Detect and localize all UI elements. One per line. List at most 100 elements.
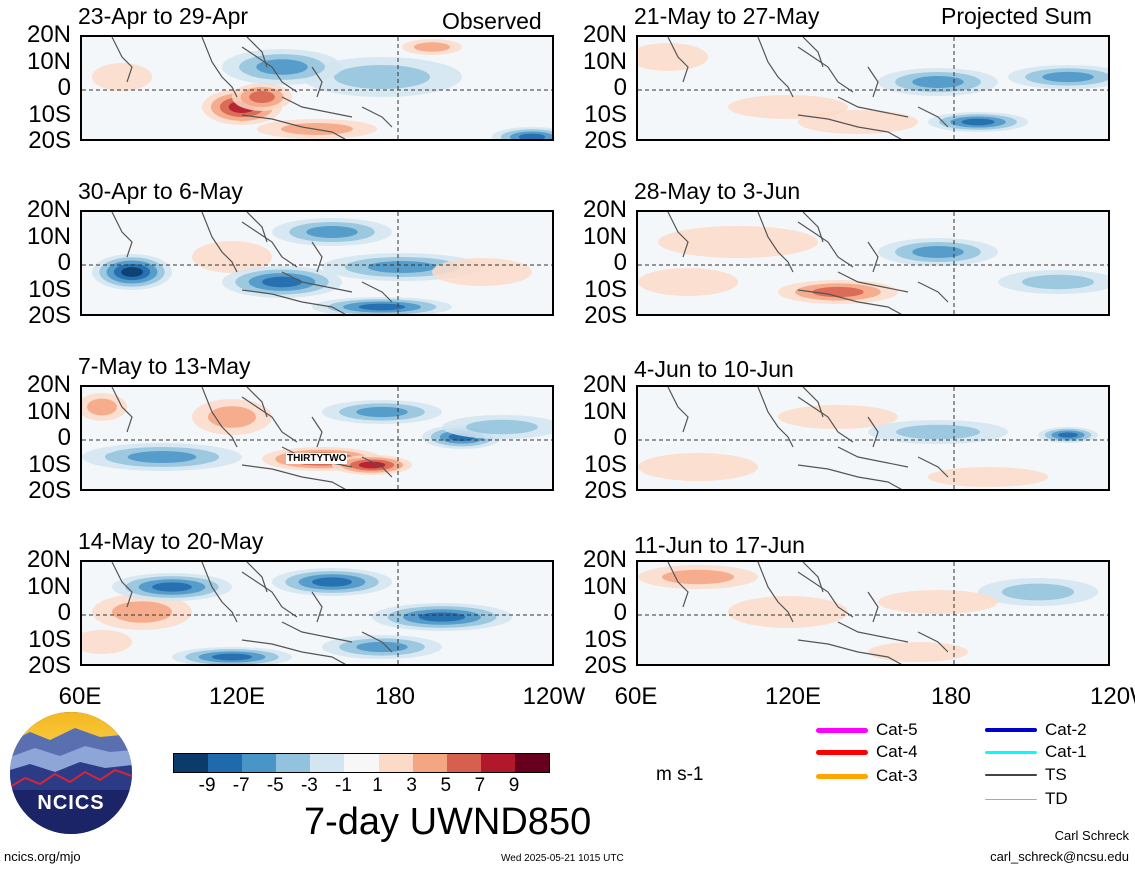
legend-ts: TS	[985, 765, 1067, 785]
colorbar-cell	[242, 754, 277, 772]
legend-label: Cat-1	[1045, 742, 1087, 761]
lat-label: 20N	[582, 546, 627, 573]
lat-label: 10S	[584, 625, 627, 653]
storm-label: THIRTYTWO	[286, 453, 348, 464]
colorbar-tick: 5	[440, 775, 452, 796]
legend-swatch	[985, 750, 1037, 754]
colorbar-cell	[174, 754, 209, 772]
lat-label: 10N	[26, 397, 71, 425]
lon-label-right-120w: 120W	[1090, 685, 1135, 709]
lat-label: 10N	[26, 222, 71, 250]
map-panel-left-2	[80, 210, 554, 316]
colorbar-tick: 3	[406, 775, 417, 796]
lon-label-right-120e: 120E	[764, 683, 822, 710]
legend-swatch	[985, 798, 1037, 800]
lon-label-right-60e: 60E	[614, 683, 658, 710]
legend-label: TS	[1045, 765, 1067, 784]
colorbar-cell	[514, 754, 550, 772]
lat-label: 20N	[26, 546, 71, 573]
lat-label: 20N	[582, 21, 627, 48]
legend-swatch	[816, 727, 868, 733]
panel-title-right-1: 21-May to 27-May	[634, 3, 820, 29]
lat-label: 0	[613, 599, 627, 626]
map-field	[82, 562, 552, 664]
legend-label: TD	[1045, 789, 1068, 808]
lat-label: 10N	[582, 47, 627, 75]
lat-label: 20S	[28, 652, 71, 679]
colorbar-tick: 1	[372, 775, 383, 796]
lon-label-left-180: 180	[374, 683, 416, 710]
lon-label-right-180: 180	[930, 683, 972, 710]
panel-title-right-4: 11-Jun to 17-Jun	[634, 532, 805, 558]
legend-cat2: Cat-2	[985, 720, 1087, 740]
legend-swatch	[985, 728, 1037, 732]
panel-title-right-3: 4-Jun to 10-Jun	[634, 356, 794, 382]
lon-label-left-60e: 60E	[58, 683, 102, 710]
lat-label: 0	[57, 599, 71, 626]
panel-title-left-2: 30-Apr to 6-May	[78, 178, 243, 204]
footer-author: Carl Schreck	[1054, 828, 1129, 843]
mountain-logo-icon	[10, 712, 132, 834]
colorbar-cell	[412, 754, 447, 772]
map-panel-left-3: THIRTYTWO	[80, 385, 554, 491]
lat-label: 20S	[584, 477, 627, 504]
lat-label: 20N	[26, 371, 71, 398]
projected-header: Projected Sum	[941, 3, 1092, 29]
legend-label: Cat-2	[1045, 720, 1087, 739]
colorbar-tick: 7	[474, 775, 486, 796]
colorbar	[173, 753, 551, 773]
lon-label-left-120e: 120E	[208, 683, 266, 710]
lat-label: 10S	[28, 100, 71, 128]
colorbar-cell	[446, 754, 481, 772]
legend-td: TD	[985, 789, 1068, 809]
lat-label: 20N	[26, 21, 71, 48]
map-field	[82, 387, 552, 489]
lat-label: 10N	[26, 572, 71, 600]
colorbar-tick: 9	[508, 775, 520, 796]
map-field	[82, 212, 552, 314]
colorbar-cell	[310, 754, 345, 772]
lat-label: 10S	[28, 625, 71, 653]
map-panel-right-1	[636, 35, 1110, 141]
map-field	[638, 37, 1108, 139]
map-field	[638, 387, 1108, 489]
lat-label: 20S	[28, 302, 71, 329]
colorbar-cell	[378, 754, 413, 772]
lat-label: 0	[57, 74, 71, 101]
panel-title-left-4: 14-May to 20-May	[78, 528, 264, 554]
footer-url[interactable]: ncics.org/mjo	[4, 849, 81, 864]
lat-label: 10S	[28, 275, 71, 303]
legend-swatch	[985, 774, 1037, 776]
lat-label: 20S	[584, 302, 627, 329]
colorbar-tick: -1	[335, 775, 352, 796]
colorbar-title: 7-day UWND850	[304, 801, 592, 843]
colorbar-units: m s-1	[656, 764, 704, 785]
panel-title-right-2: 28-May to 3-Jun	[634, 178, 801, 204]
colorbar-tick: -9	[198, 775, 216, 796]
lat-label: 10N	[26, 47, 71, 75]
lat-label: 10N	[582, 397, 627, 425]
lat-label: 20S	[584, 127, 627, 154]
panel-title-left-1: 23-Apr to 29-Apr	[78, 3, 249, 29]
map-panel-left-1	[80, 35, 554, 141]
lat-label: 0	[613, 74, 627, 101]
map-field	[638, 562, 1108, 664]
colorbar-tick: -7	[232, 775, 250, 796]
legend-label: Cat-3	[876, 766, 918, 785]
footer-email[interactable]: carl_schreck@ncsu.edu	[990, 849, 1129, 864]
lat-label: 10S	[584, 450, 627, 478]
lat-label: 0	[613, 249, 627, 276]
lat-label: 20N	[582, 371, 627, 398]
colorbar-tick: -3	[300, 775, 318, 796]
lat-label: 0	[57, 424, 71, 451]
legend-cat4: Cat-4	[816, 742, 918, 762]
colorbar-cell	[344, 754, 379, 772]
lat-label: 10S	[584, 100, 627, 128]
map-panel-right-3	[636, 385, 1110, 491]
lat-label: 0	[57, 249, 71, 276]
colorbar-cell	[208, 754, 243, 772]
map-field	[638, 212, 1108, 314]
legend-swatch	[816, 749, 868, 755]
map-field	[82, 37, 552, 139]
lat-label: 20S	[584, 652, 627, 679]
